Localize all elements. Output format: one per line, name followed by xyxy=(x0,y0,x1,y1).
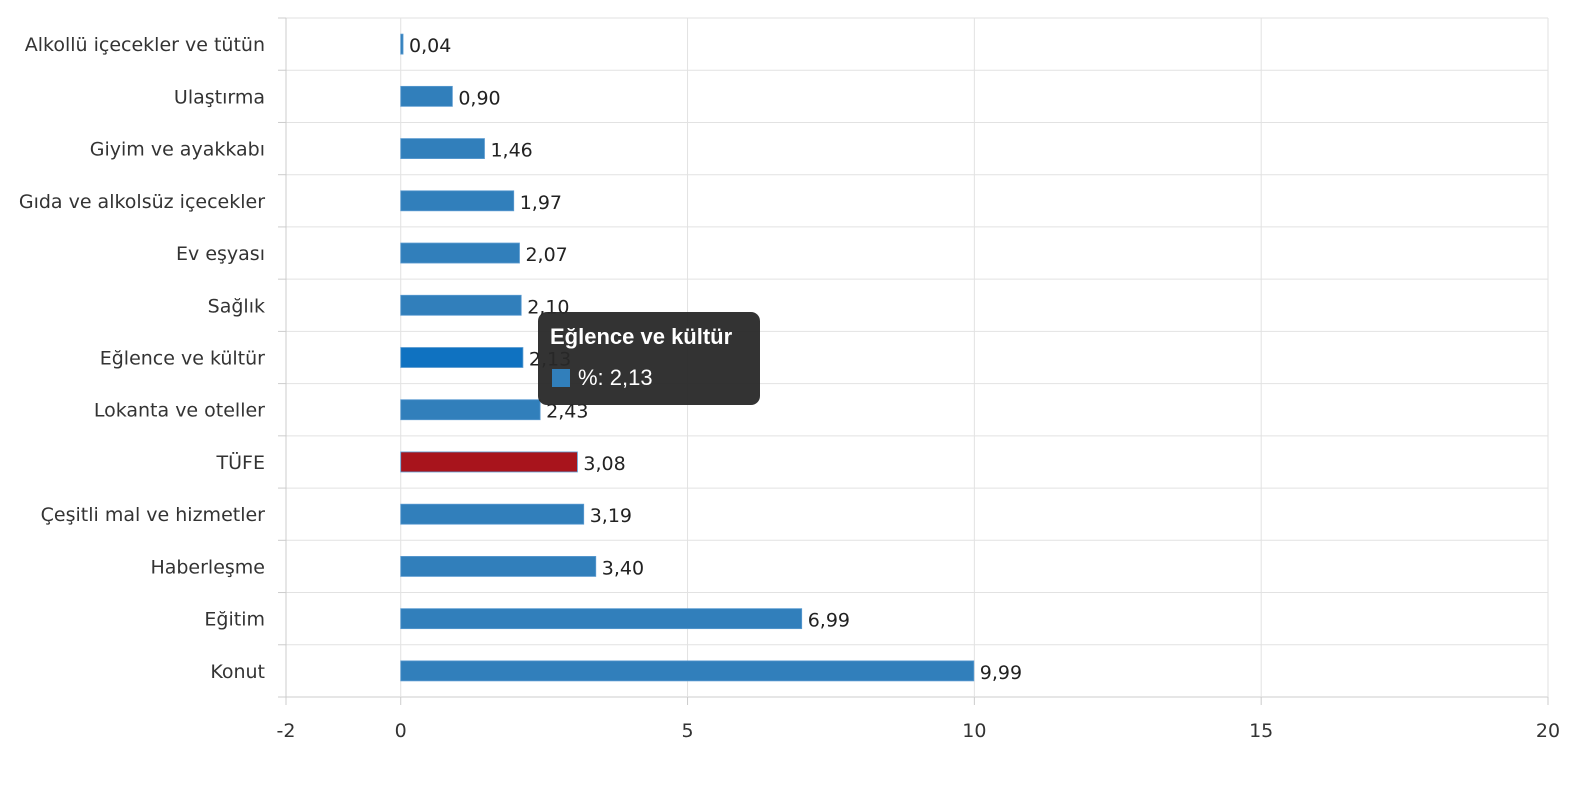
data-label: 0,90 xyxy=(458,87,500,109)
bar xyxy=(400,660,975,682)
x-tick-label: 20 xyxy=(1536,720,1560,742)
y-category-label: Çeşitli mal ve hizmetler xyxy=(41,504,266,526)
bar xyxy=(400,138,485,159)
x-tick-label: 15 xyxy=(1249,720,1273,742)
data-label: 2,43 xyxy=(546,401,588,423)
x-tick-label: 5 xyxy=(681,720,693,742)
y-category-label: Gıda ve alkolsüz içecekler xyxy=(19,191,265,213)
data-label: 1,97 xyxy=(520,192,562,214)
bar xyxy=(400,608,803,630)
bar xyxy=(400,451,578,473)
data-label: 1,46 xyxy=(490,140,532,162)
data-label: 6,99 xyxy=(808,610,850,632)
y-category-label: Eğlence ve kültür xyxy=(100,348,265,370)
bar xyxy=(400,399,541,421)
bar xyxy=(400,33,404,55)
y-category-label: Alkollü içecekler ve tütün xyxy=(25,34,265,56)
bar xyxy=(400,294,522,316)
y-category-label: Haberleşme xyxy=(150,556,265,578)
data-label: 0,04 xyxy=(409,35,451,57)
x-tick-label: -2 xyxy=(277,720,296,742)
y-category-label: Ev eşyası xyxy=(176,243,265,265)
bar xyxy=(400,85,453,107)
tooltip-row: %: 2,13 xyxy=(552,365,653,391)
tooltip-title: Eğlence ve kültür xyxy=(550,324,733,349)
data-label: 3,40 xyxy=(602,557,644,579)
bar xyxy=(400,347,524,368)
y-category-label: TÜFE xyxy=(216,451,265,474)
tooltip: Eğlence ve kültür %: 2,13 xyxy=(538,312,760,405)
y-category-label: Giyim ve ayakkabı xyxy=(90,139,265,161)
data-label: 3,08 xyxy=(583,453,625,475)
y-category-label: Eğitim xyxy=(204,609,265,631)
y-category-label: Sağlık xyxy=(208,295,265,317)
data-label: 2,07 xyxy=(525,244,567,266)
bar xyxy=(400,503,585,525)
y-category-label: Konut xyxy=(210,661,265,683)
y-category-label: Lokanta ve oteller xyxy=(94,400,265,422)
bar xyxy=(400,190,515,212)
tooltip-swatch xyxy=(552,369,570,387)
data-label: 3,19 xyxy=(590,505,632,527)
y-category-label: Ulaştırma xyxy=(174,86,265,108)
bar xyxy=(400,556,597,577)
x-tick-label: 0 xyxy=(395,720,407,742)
data-label: 9,99 xyxy=(980,662,1022,684)
bar xyxy=(400,242,520,264)
tooltip-value: %: 2,13 xyxy=(578,365,653,390)
x-tick-label: 10 xyxy=(962,720,986,742)
